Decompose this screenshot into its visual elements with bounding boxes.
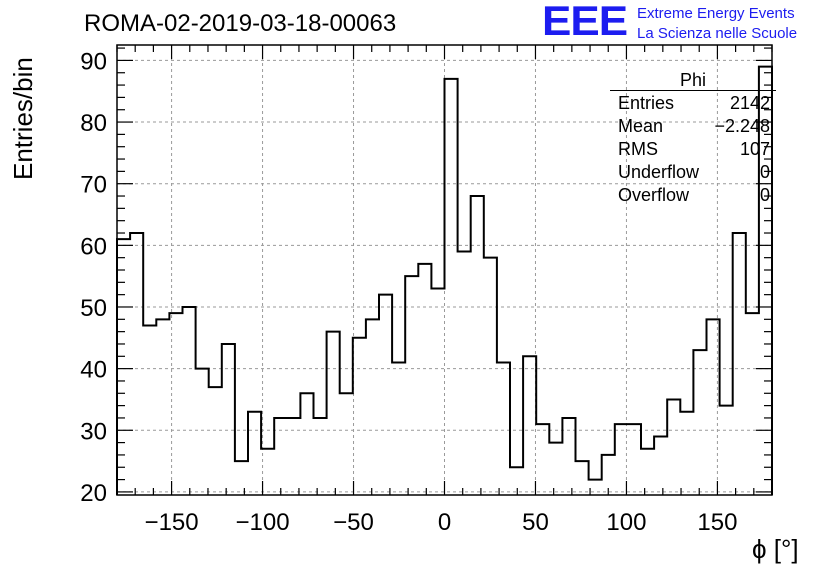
logo-caption: Extreme Energy Events La Scienza nelle S… (637, 4, 797, 44)
histogram-outline (116, 65, 773, 495)
histogram-bin (209, 387, 222, 495)
histogram-bin (353, 338, 366, 495)
stats-label: Underflow (618, 162, 700, 182)
chart-title: ROMA-02-2019-03-18-00063 (84, 10, 397, 37)
histogram-bin (602, 455, 615, 495)
y-tick-label: 60 (80, 233, 107, 260)
histogram-bin (274, 418, 287, 495)
histogram-bin (549, 443, 562, 495)
y-tick-label: 90 (80, 48, 107, 75)
histogram-bin (431, 288, 444, 495)
histogram-bin (510, 467, 523, 495)
histogram-bin (156, 319, 169, 495)
histogram-bin (392, 362, 405, 495)
stats-row-rms: RMS 107 (610, 138, 776, 161)
histogram-bin (562, 418, 575, 495)
histogram-bin (196, 369, 209, 495)
histogram-bin (458, 252, 471, 495)
histogram-bin (117, 239, 130, 495)
x-tick-label: 150 (697, 509, 737, 536)
histogram-bin (418, 264, 431, 495)
stats-label: Entries (618, 93, 675, 113)
x-tick-label: 0 (438, 509, 451, 536)
histogram-bin (589, 480, 602, 495)
x-tick-label: −100 (236, 509, 290, 536)
histogram-bin (720, 406, 733, 495)
x-tick-label: −150 (145, 509, 199, 536)
histogram-bin (248, 412, 261, 495)
stats-label: RMS (618, 139, 658, 159)
histogram-bin (261, 449, 274, 495)
histogram-bin (484, 258, 497, 495)
histogram-bin (405, 276, 418, 495)
histogram-bin (235, 461, 248, 495)
stats-label: Mean (618, 116, 664, 136)
logo-caption-line2: La Scienza nelle Scuole (637, 25, 798, 42)
histogram-bin (130, 233, 143, 495)
stats-row-entries: Entries 2142 (610, 92, 776, 115)
histogram-bin (471, 196, 484, 495)
histogram-bin (445, 79, 458, 495)
stats-label: Overflow (618, 185, 690, 205)
histogram-bin (733, 233, 746, 495)
histogram-bin (183, 307, 196, 495)
stats-row-mean: Mean −2.248 (610, 115, 776, 138)
histogram-bin (523, 356, 536, 495)
eee-logo: EEE (542, 0, 628, 45)
y-axis-label: Entries/bin (8, 57, 38, 180)
stats-value: 0 (759, 185, 770, 205)
grid-lines (117, 45, 772, 495)
y-tick-label: 70 (80, 172, 107, 199)
stats-value: −2.248 (714, 116, 770, 136)
histogram-bin (314, 418, 327, 495)
x-tick-label: 100 (606, 509, 646, 536)
x-tick-label: 50 (522, 509, 549, 536)
histogram-bin (693, 350, 706, 495)
tick-labels: −150 −100 −50 0 50 100 150 20 30 40 50 60 70 80 90 (80, 48, 737, 536)
y-tick-label: 80 (80, 110, 107, 137)
histogram-bin (300, 393, 313, 495)
histogram-bin (667, 399, 680, 495)
histogram-bin (680, 412, 693, 495)
histogram-bin (143, 325, 156, 495)
stats-value: 107 (739, 139, 770, 159)
x-axis-label: ϕ [°] (752, 534, 799, 564)
histogram-bin (628, 424, 641, 495)
stats-row-underflow: Underflow 0 (610, 161, 776, 184)
histogram-bin (615, 424, 628, 495)
histogram-bin (641, 449, 654, 495)
histogram-bin (169, 313, 182, 495)
y-tick-label: 40 (80, 357, 107, 384)
stats-value: 2142 (729, 93, 770, 113)
histogram-bin (497, 362, 510, 495)
logo-caption-line1: Extreme Energy Events (637, 5, 795, 22)
histogram-bin (222, 344, 235, 495)
histogram-bin (536, 424, 549, 495)
stats-value: 0 (759, 162, 770, 182)
stats-box: Phi Entries 2142 Mean −2.248 RMS 107 Und… (610, 70, 776, 207)
stats-title: Phi (610, 70, 776, 91)
histogram-bin (287, 418, 300, 495)
histogram-bin (746, 313, 759, 495)
histogram-bin (340, 393, 353, 495)
y-tick-label: 30 (80, 418, 107, 445)
histogram-bin (379, 295, 392, 495)
stats-row-overflow: Overflow 0 (610, 184, 776, 207)
x-tick-label: −50 (333, 509, 374, 536)
histogram-bin (707, 319, 720, 495)
y-tick-label: 50 (80, 295, 107, 322)
histogram-bin (366, 319, 379, 495)
histogram-bin (654, 436, 667, 495)
histogram-bin (576, 461, 589, 495)
y-tick-label: 20 (80, 480, 107, 507)
histogram-bin (327, 332, 340, 495)
